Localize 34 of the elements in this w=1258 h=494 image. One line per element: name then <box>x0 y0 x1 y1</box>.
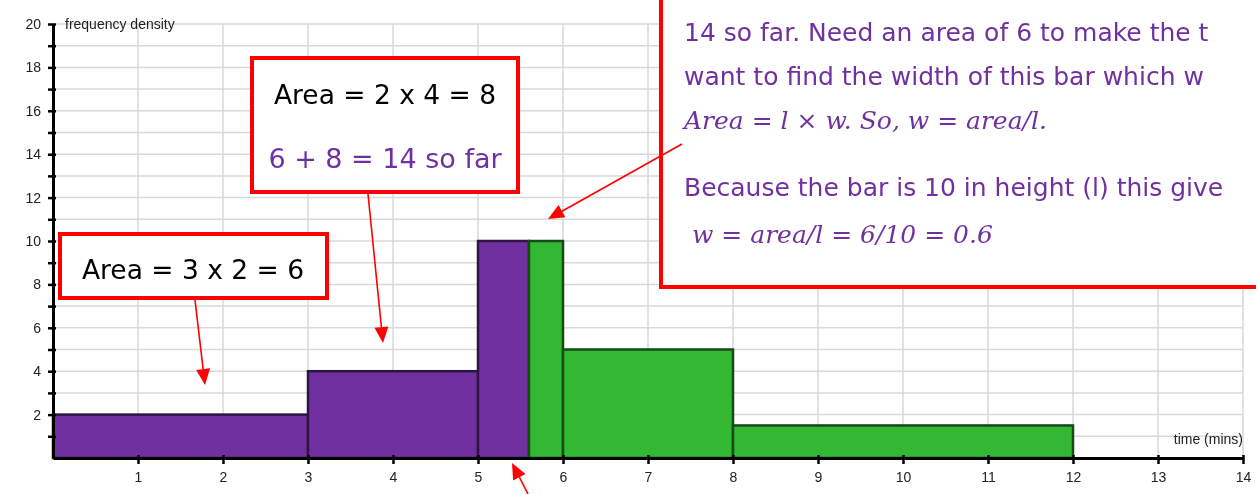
y-tick-label: 16 <box>25 102 42 119</box>
x-tick-label: 1 <box>134 469 143 486</box>
y-tick-label: 14 <box>25 146 42 163</box>
annotation: 14 so far. Need an area of 6 to make the t <box>684 18 1209 47</box>
x-tick-label: 10 <box>895 469 912 486</box>
y-tick-label: 4 <box>33 363 42 380</box>
annotation: 6 + 8 = 14 so far <box>268 143 503 174</box>
y-tick-label: 12 <box>25 189 42 206</box>
annotation: Area = 3 x 2 = 6 <box>81 254 305 285</box>
x-tick-label: 13 <box>1150 469 1167 486</box>
annotation: Area = l × w. So, w = area/l. <box>682 106 1047 135</box>
y-tick-label: 20 <box>25 15 42 32</box>
x-tick-label: 14 <box>1235 469 1252 486</box>
y-tick-label: 8 <box>33 276 42 293</box>
annotation: want to find the width of this bar which w <box>684 62 1204 91</box>
x-tick-label: 6 <box>559 469 568 486</box>
y-tick-label: 2 <box>33 406 42 423</box>
x-tick-label: 12 <box>1065 469 1082 486</box>
y-tick-label: 18 <box>25 59 42 76</box>
y-tick-label: 6 <box>33 319 42 336</box>
x-tick-label: 7 <box>644 469 653 486</box>
y-axis-title: frequency density <box>65 16 175 32</box>
x-tick-label: 2 <box>219 469 228 486</box>
x-tick-label: 11 <box>981 469 996 486</box>
x-axis-title: time (mins) <box>1173 431 1243 447</box>
annotation: Area = 2 x 4 = 8 <box>273 79 497 110</box>
x-tick-label: 8 <box>729 469 738 486</box>
x-tick-label: 9 <box>814 469 823 486</box>
x-tick-label: 4 <box>389 469 398 486</box>
annotation: Because the bar is 10 in height (l) this give <box>684 173 1224 202</box>
x-tick-label: 3 <box>304 469 313 486</box>
x-tick-label: 5 <box>474 469 483 486</box>
annotation: w = area/l = 6/10 = 0.6 <box>692 220 993 249</box>
y-tick-label: 10 <box>25 232 42 249</box>
